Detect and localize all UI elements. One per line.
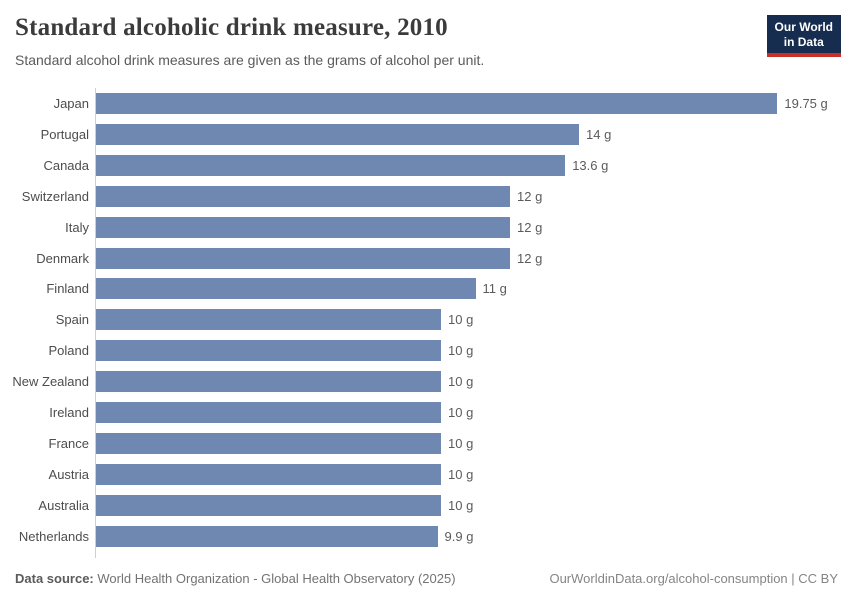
chart-row: Netherlands 9.9 g	[0, 521, 850, 552]
chart-row: Ireland 10 g	[0, 397, 850, 428]
page-title: Standard alcoholic drink measure, 2010	[15, 14, 448, 41]
plot-area: 19.75 g	[96, 88, 850, 119]
category-label: Japan	[53, 95, 89, 111]
chart-header: Standard alcoholic drink measure, 2010 S…	[0, 0, 850, 86]
plot-area: 10 g	[96, 397, 850, 428]
chart-row: Canada 13.6 g	[0, 150, 850, 181]
bar[interactable]	[96, 154, 566, 176]
category-label: Ireland	[49, 405, 89, 421]
category-label: Poland	[48, 343, 89, 359]
data-source-label: Data source:	[15, 571, 94, 586]
chart-row: France 10 g	[0, 428, 850, 459]
plot-area: 14 g	[96, 119, 850, 150]
value-label: 10 g	[448, 312, 474, 328]
category-label: Portugal	[40, 126, 89, 142]
value-label: 10 g	[448, 343, 474, 359]
page-subtitle: Standard alcohol drink measures are give…	[15, 52, 485, 68]
value-label: 10 g	[448, 436, 474, 452]
value-label: 14 g	[586, 126, 612, 142]
category-label: Australia	[38, 497, 89, 513]
category-label: Italy	[65, 219, 89, 235]
chart-row: Finland 11 g	[0, 274, 850, 305]
bar[interactable]	[96, 92, 778, 114]
value-label: 12 g	[517, 219, 543, 235]
value-label: 13.6 g	[572, 157, 609, 173]
y-axis-line	[95, 88, 96, 558]
category-label: France	[48, 436, 89, 452]
bar[interactable]	[96, 247, 510, 269]
value-label: 12 g	[517, 250, 543, 266]
chart-row: Denmark 12 g	[0, 243, 850, 274]
category-label: New Zealand	[12, 374, 89, 390]
bar[interactable]	[96, 309, 441, 331]
value-label: 10 g	[448, 374, 474, 390]
bar-chart: Japan 19.75 g Portugal 14 g Canada 13.6 g Swit…	[0, 88, 850, 558]
category-label: Canada	[43, 157, 89, 173]
plot-area: 10 g	[96, 490, 850, 521]
owid-logo[interactable]: Our World in Data	[766, 15, 841, 58]
chart-row: Poland 10 g	[0, 335, 850, 366]
chart-row: Australia 10 g	[0, 490, 850, 521]
bar[interactable]	[96, 340, 441, 362]
value-label: 19.75 g	[784, 95, 828, 111]
owid-url-link[interactable]: OurWorldinData.org/alcohol-consumption |…	[549, 571, 838, 586]
bar[interactable]	[96, 402, 441, 424]
chart-row: Switzerland 12 g	[0, 181, 850, 212]
chart-row: New Zealand 10 g	[0, 366, 850, 397]
plot-area: 12 g	[96, 243, 850, 274]
plot-area: 13.6 g	[96, 150, 850, 181]
category-label: Austria	[48, 467, 89, 483]
value-label: 10 g	[448, 497, 474, 513]
bar[interactable]	[96, 371, 441, 393]
plot-area: 10 g	[96, 366, 850, 397]
value-label: 9.9 g	[444, 528, 474, 544]
bar[interactable]	[96, 278, 476, 300]
plot-area: 11 g	[96, 274, 850, 305]
chart-footer: Data source: World Health Organization -…	[15, 571, 838, 586]
bar-rows: Japan 19.75 g Portugal 14 g Canada 13.6 g Swit…	[0, 88, 850, 552]
bar[interactable]	[96, 525, 438, 547]
chart-row: Japan 19.75 g	[0, 88, 850, 119]
value-label: 10 g	[448, 467, 474, 483]
plot-area: 9.9 g	[96, 521, 850, 552]
plot-area: 10 g	[96, 428, 850, 459]
category-label: Switzerland	[21, 188, 89, 204]
bar[interactable]	[96, 216, 510, 238]
bar[interactable]	[96, 494, 441, 516]
owid-logo-line2: in Data	[783, 34, 824, 49]
chart-row: Spain 10 g	[0, 304, 850, 335]
plot-area: 10 g	[96, 335, 850, 366]
value-label: 10 g	[448, 405, 474, 421]
bar[interactable]	[96, 464, 441, 486]
chart-row: Italy 12 g	[0, 212, 850, 243]
plot-area: 12 g	[96, 181, 850, 212]
value-label: 11 g	[482, 281, 507, 297]
bar[interactable]	[96, 433, 441, 455]
chart-row: Austria 10 g	[0, 459, 850, 490]
plot-area: 10 g	[96, 304, 850, 335]
value-label: 12 g	[517, 188, 543, 204]
chart-row: Portugal 14 g	[0, 119, 850, 150]
category-label: Spain	[55, 312, 89, 328]
plot-area: 10 g	[96, 459, 850, 490]
category-label: Finland	[46, 281, 89, 297]
plot-area: 12 g	[96, 212, 850, 243]
data-source-text: World Health Organization - Global Healt…	[97, 571, 456, 586]
data-source-note: Data source: World Health Organization -…	[15, 571, 456, 586]
bar[interactable]	[96, 123, 579, 145]
owid-logo-line1: Our World	[774, 20, 833, 34]
category-label: Netherlands	[18, 528, 89, 544]
category-label: Denmark	[36, 250, 89, 266]
bar[interactable]	[96, 185, 510, 207]
